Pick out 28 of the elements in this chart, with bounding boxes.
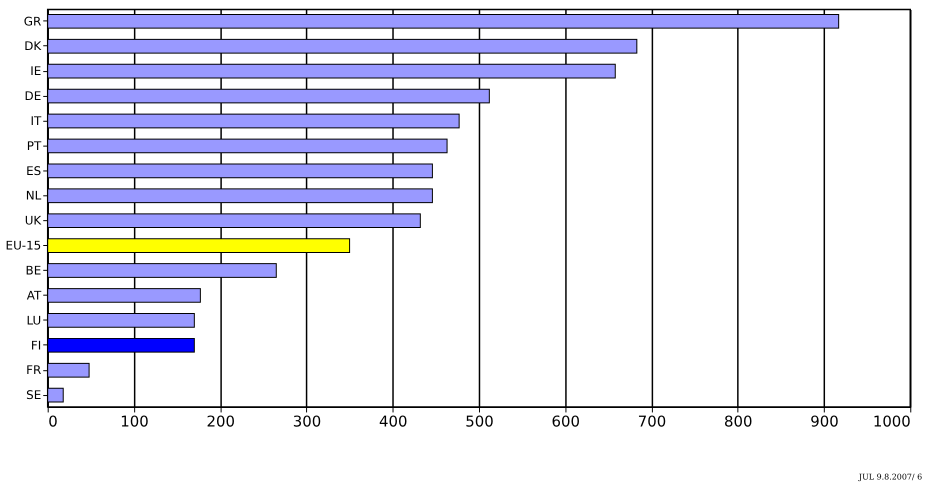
y-tick-label: DE bbox=[24, 89, 42, 104]
y-tick-label: SE bbox=[26, 388, 42, 402]
x-tick-label: 400 bbox=[379, 412, 408, 430]
y-tick-label: UK bbox=[24, 214, 42, 228]
x-tick-label: 100 bbox=[120, 412, 149, 430]
y-tick-label: PT bbox=[26, 138, 42, 153]
y-tick-label: AT bbox=[26, 288, 42, 302]
y-tick-label: GR bbox=[24, 14, 42, 28]
x-tick-label: 500 bbox=[465, 412, 494, 430]
y-tick-label: BE bbox=[26, 264, 42, 278]
y-tick-label: EU-15 bbox=[6, 238, 42, 253]
x-tick-label: 200 bbox=[206, 412, 235, 430]
x-tick-label: 800 bbox=[724, 412, 752, 430]
y-tick-label: IE bbox=[30, 64, 42, 78]
y-tick-label: IT bbox=[30, 114, 42, 128]
x-tick-label: 700 bbox=[638, 412, 666, 430]
x-tick-label: 600 bbox=[552, 412, 580, 430]
y-tick-label: LU bbox=[26, 313, 42, 328]
x-tick-label: 300 bbox=[292, 412, 322, 430]
x-tick-label: 0 bbox=[48, 412, 58, 430]
y-tick-label: DK bbox=[24, 39, 42, 54]
y-tick-label: NL bbox=[26, 188, 42, 203]
y-tick-label: ES bbox=[26, 164, 42, 178]
text: JUL 9.8.2007/ 6 bbox=[858, 472, 922, 482]
y-tick-label: FR bbox=[26, 363, 42, 378]
x-tick-label: 900 bbox=[810, 412, 839, 430]
y-tick-label: FI bbox=[30, 338, 42, 352]
x-tick-label: 1000 bbox=[872, 412, 911, 430]
